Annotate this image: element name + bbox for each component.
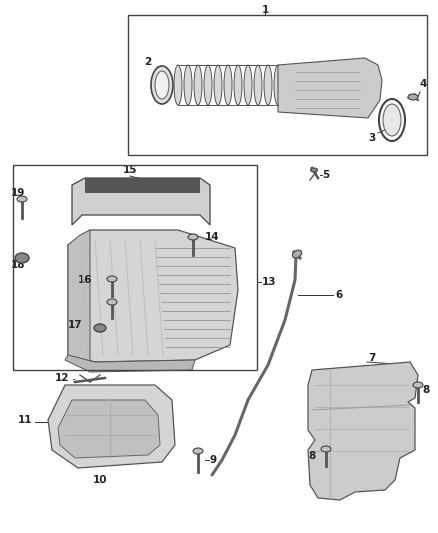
Text: 7: 7 <box>368 353 375 363</box>
Text: 2: 2 <box>145 57 152 67</box>
Text: 16: 16 <box>78 275 92 285</box>
Ellipse shape <box>193 448 203 454</box>
Text: 5: 5 <box>322 170 329 180</box>
Polygon shape <box>68 230 238 362</box>
Text: 11: 11 <box>18 415 32 425</box>
Ellipse shape <box>107 276 117 282</box>
Ellipse shape <box>254 65 262 105</box>
Ellipse shape <box>107 299 117 305</box>
Text: 8: 8 <box>309 451 316 461</box>
Ellipse shape <box>292 250 302 258</box>
Ellipse shape <box>204 65 212 105</box>
Polygon shape <box>308 362 418 500</box>
Bar <box>128 15 427 155</box>
Polygon shape <box>85 178 200 193</box>
Text: 1: 1 <box>261 5 268 15</box>
Text: 3: 3 <box>368 133 375 143</box>
Ellipse shape <box>408 94 418 100</box>
Ellipse shape <box>214 65 222 105</box>
Text: 6: 6 <box>335 290 342 300</box>
Text: 18: 18 <box>11 260 25 270</box>
Ellipse shape <box>184 65 192 105</box>
Ellipse shape <box>174 65 182 105</box>
Polygon shape <box>48 385 175 468</box>
Text: 13: 13 <box>262 277 276 287</box>
Ellipse shape <box>413 382 423 388</box>
Text: 10: 10 <box>93 475 107 485</box>
Text: 8: 8 <box>422 385 429 395</box>
Ellipse shape <box>383 104 401 136</box>
Ellipse shape <box>321 446 331 452</box>
Text: 14: 14 <box>205 232 219 242</box>
Text: 4: 4 <box>420 79 427 89</box>
Text: 9: 9 <box>210 455 217 465</box>
Text: 19: 19 <box>11 188 25 198</box>
Ellipse shape <box>244 65 252 105</box>
Polygon shape <box>58 400 160 458</box>
Polygon shape <box>278 58 382 118</box>
Ellipse shape <box>274 65 282 105</box>
Text: 15: 15 <box>123 165 137 175</box>
Ellipse shape <box>224 65 232 105</box>
Ellipse shape <box>17 196 27 202</box>
Polygon shape <box>65 355 195 372</box>
Polygon shape <box>68 230 90 365</box>
Ellipse shape <box>188 234 198 240</box>
Polygon shape <box>72 178 210 225</box>
Ellipse shape <box>151 66 173 104</box>
Text: 17: 17 <box>67 320 82 330</box>
Ellipse shape <box>264 65 272 105</box>
Bar <box>13 165 257 370</box>
Ellipse shape <box>234 65 242 105</box>
Ellipse shape <box>311 168 318 172</box>
Ellipse shape <box>15 253 29 263</box>
Ellipse shape <box>94 324 106 332</box>
Ellipse shape <box>194 65 202 105</box>
Text: 12: 12 <box>55 373 70 383</box>
Ellipse shape <box>155 71 169 99</box>
